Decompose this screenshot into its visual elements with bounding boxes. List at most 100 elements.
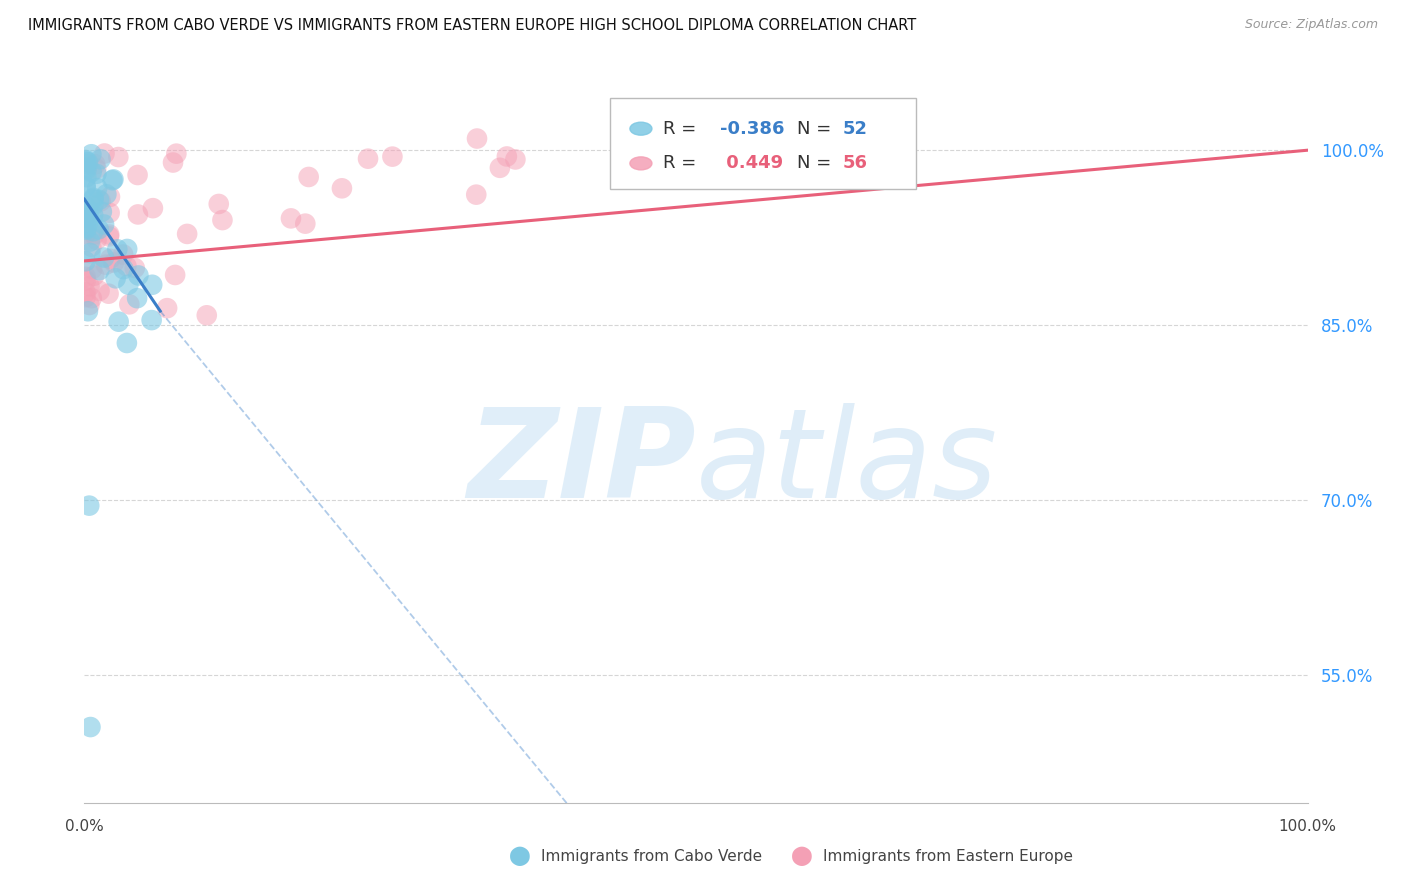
Point [77, 499, 100, 513]
Circle shape [630, 122, 652, 136]
Point [127, 291, 149, 305]
Text: Source: ZipAtlas.com: Source: ZipAtlas.com [1244, 18, 1378, 31]
Point [94, 258, 117, 272]
Point [90, 204, 112, 219]
Point [90, 152, 112, 166]
Point [89, 284, 111, 298]
Point [75, 254, 97, 268]
Text: IMMIGRANTS FROM CABO VERDE VS IMMIGRANTS FROM EASTERN EUROPE HIGH SCHOOL DIPLOMA: IMMIGRANTS FROM CABO VERDE VS IMMIGRANTS… [28, 18, 917, 33]
Point [104, 271, 127, 285]
Point [82, 262, 104, 277]
Point [103, 255, 125, 269]
Point [97, 286, 120, 301]
Point [105, 243, 128, 257]
Point [505, 153, 527, 167]
Point [142, 201, 165, 215]
Point [82, 208, 104, 222]
Point [90, 194, 112, 209]
Point [496, 149, 519, 163]
Point [75, 269, 97, 284]
Point [93, 146, 115, 161]
Point [115, 242, 138, 256]
Point [80, 147, 103, 161]
Point [127, 268, 149, 283]
Point [211, 213, 233, 227]
Point [165, 268, 187, 282]
Text: N =: N = [797, 120, 838, 137]
Circle shape [630, 157, 652, 169]
Point [87, 222, 110, 236]
Point [75, 154, 97, 169]
Text: ⬤: ⬤ [790, 847, 813, 866]
Point [98, 229, 121, 244]
Point [75, 222, 97, 236]
Point [80, 291, 103, 305]
Point [176, 227, 198, 241]
Point [75, 285, 97, 300]
Point [112, 262, 135, 277]
Point [280, 211, 302, 226]
Point [141, 277, 163, 292]
Point [115, 336, 138, 351]
Text: Immigrants from Cabo Verde: Immigrants from Cabo Verde [541, 849, 762, 863]
Point [87, 193, 110, 207]
Point [77, 211, 100, 225]
Point [107, 150, 129, 164]
Text: -0.386: -0.386 [720, 120, 785, 137]
Text: N =: N = [797, 154, 838, 172]
Point [75, 209, 97, 223]
Point [75, 290, 97, 304]
Point [76, 157, 98, 171]
Point [82, 198, 104, 212]
Point [77, 304, 100, 318]
Point [75, 170, 97, 185]
Point [82, 224, 104, 238]
Point [93, 251, 115, 265]
Point [165, 146, 187, 161]
Point [357, 152, 380, 166]
Point [156, 301, 179, 315]
Point [381, 150, 404, 164]
Point [98, 206, 121, 220]
Point [112, 247, 135, 261]
Point [83, 192, 105, 206]
Point [80, 165, 103, 179]
Point [75, 227, 97, 241]
Point [141, 313, 163, 327]
Point [79, 298, 101, 312]
Point [79, 235, 101, 249]
Point [83, 227, 105, 242]
Point [89, 263, 111, 277]
Point [77, 206, 100, 220]
Point [77, 155, 100, 169]
Point [75, 207, 97, 221]
Point [127, 168, 149, 182]
Point [76, 162, 98, 177]
Point [76, 210, 98, 224]
Point [83, 268, 105, 283]
Point [84, 157, 107, 171]
Point [98, 227, 121, 242]
Point [79, 720, 101, 734]
Point [86, 167, 108, 181]
Text: 52: 52 [842, 120, 868, 137]
Point [195, 308, 218, 322]
Point [75, 179, 97, 194]
Point [465, 131, 488, 145]
Point [75, 273, 97, 287]
Text: ZIP: ZIP [467, 402, 696, 524]
Point [80, 240, 103, 254]
Point [98, 190, 121, 204]
Point [86, 181, 108, 195]
Point [98, 252, 121, 266]
Point [75, 153, 97, 167]
Point [298, 169, 321, 184]
Point [75, 180, 97, 194]
Point [117, 277, 139, 292]
Point [86, 233, 108, 247]
Point [127, 207, 149, 221]
Point [76, 217, 98, 231]
Point [96, 187, 118, 202]
Point [330, 181, 353, 195]
Point [93, 218, 115, 232]
